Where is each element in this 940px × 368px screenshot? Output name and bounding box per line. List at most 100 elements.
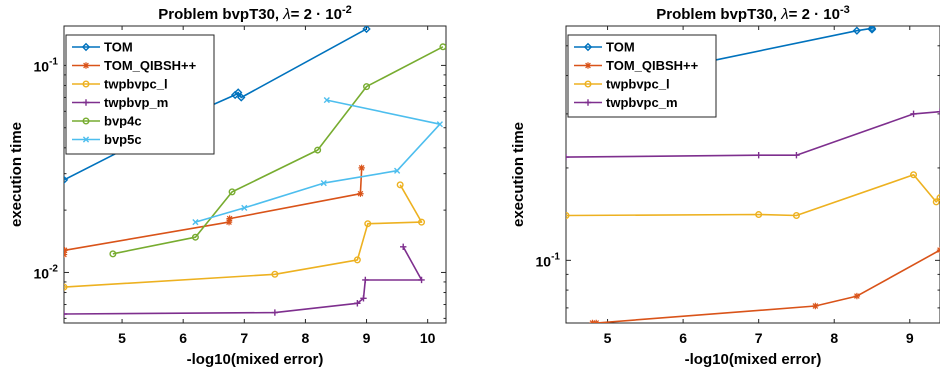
data-point [755, 152, 762, 159]
data-point [64, 247, 68, 254]
legend: TOM TOM_QIBSH++ twpbvpc_l twpbvp_m bvp4c bvp5… [65, 34, 215, 155]
chart-title: Problem bvpT30, λ= 2 · 10-3 [656, 4, 850, 23]
chart-title: Problem bvpT30, λ= 2 · 10-2 [158, 4, 352, 23]
y-tick-exponent: -1 [551, 251, 560, 262]
legend-marker [583, 42, 593, 52]
legend-entry: TOM [72, 40, 133, 55]
y-axis-label: execution time [8, 122, 25, 227]
series-line [195, 99, 441, 223]
x-tick-label: 9 [363, 330, 371, 346]
y-tick-label: 10-1 [536, 251, 561, 269]
series-twpbvpc-m [566, 108, 940, 161]
data-point [314, 146, 322, 154]
y-tick-exponent: -2 [49, 263, 58, 274]
legend-marker [82, 136, 90, 143]
data-point [792, 211, 800, 219]
x-tick-label: 6 [679, 330, 687, 346]
legend-entry: TOM [574, 40, 635, 55]
data-point [360, 295, 367, 302]
y-tick-exponent: -1 [49, 56, 58, 67]
x-tick-label: 10 [420, 330, 436, 346]
data-point [436, 121, 443, 128]
legend-label: bvp5c [104, 132, 142, 147]
y-tick-label: 10-1 [34, 56, 59, 74]
data-point [396, 181, 404, 189]
data-point [812, 302, 819, 310]
series-twpbvp-m [64, 243, 425, 318]
legend-label: twpbvpc_l [104, 77, 168, 92]
legend-box [65, 34, 215, 155]
y-tick-base: 10 [34, 265, 50, 281]
legend-marker [584, 80, 592, 88]
series-layer [64, 26, 446, 318]
data-point [237, 93, 246, 102]
data-point [354, 300, 361, 307]
legend-entry: TOM_QIBSH++ [72, 58, 197, 73]
data-point [910, 171, 918, 179]
data-point [566, 153, 570, 161]
legend-box [567, 34, 717, 118]
data-point [867, 26, 877, 33]
data-point [936, 108, 940, 115]
title-text: Problem bvpT30, [158, 6, 283, 23]
data-point [363, 83, 371, 91]
data-point [64, 283, 68, 291]
series-line [112, 46, 444, 255]
data-point [400, 243, 407, 251]
data-point [320, 180, 327, 187]
legend-label: twpbvp_m [104, 95, 168, 110]
legend-marker [82, 62, 90, 69]
y-axis-label: execution time [510, 122, 527, 227]
plot-area-frame [565, 25, 940, 324]
data-point [357, 190, 364, 197]
data-point [192, 219, 199, 226]
data-point [439, 43, 446, 51]
series-tom-qibsh- [589, 246, 940, 323]
data-point [353, 256, 361, 264]
y-tick-base: 10 [34, 58, 50, 74]
legend: TOM TOM_QIBSH++ twpbvpc_l twpbvpc_m [567, 34, 717, 118]
legend-entry: twpbvp_m [72, 95, 168, 110]
data-point [362, 276, 369, 284]
x-axis-label: -log10(mixed error) [187, 351, 324, 368]
title-exponent: -2 [342, 4, 352, 16]
data-point [271, 309, 279, 316]
x-axis-label: -log10(mixed error) [685, 351, 822, 368]
data-point [364, 220, 372, 228]
series-line [64, 184, 423, 288]
series-line [592, 249, 940, 323]
title-lambda: λ [780, 6, 788, 23]
legend-label: TOM_QIBSH++ [606, 58, 699, 73]
data-point [932, 198, 940, 206]
series-tom-qibsh- [64, 164, 365, 258]
legend-label: TOM_QIBSH++ [104, 58, 197, 73]
data-point [234, 88, 243, 97]
legend-entry: twpbvpc_m [574, 95, 678, 110]
x-tick-label: 8 [830, 330, 838, 346]
data-point [323, 96, 330, 104]
series-bvp5c [192, 96, 443, 226]
data-point [853, 292, 861, 300]
legend-label: TOM [606, 40, 635, 55]
data-point [793, 152, 800, 159]
data-point [418, 218, 426, 226]
series-line [64, 167, 363, 255]
x-tick-label: 9 [906, 330, 914, 346]
series-layer [566, 26, 940, 323]
data-point [910, 110, 917, 118]
x-tick-label: 8 [302, 330, 310, 346]
data-point [358, 164, 365, 172]
legend-label: TOM [104, 40, 133, 55]
data-point [109, 250, 117, 258]
x-tick-label: 7 [755, 330, 763, 346]
series-bvp4c [109, 43, 446, 258]
plot-area-frame [63, 25, 447, 324]
y-tick-label: 10-2 [34, 263, 59, 281]
x-tick-label: 7 [240, 330, 248, 346]
legend-entry: bvp4c [72, 114, 142, 129]
legend-label: bvp4c [104, 114, 142, 129]
data-point [867, 26, 877, 34]
data-point [394, 167, 401, 174]
